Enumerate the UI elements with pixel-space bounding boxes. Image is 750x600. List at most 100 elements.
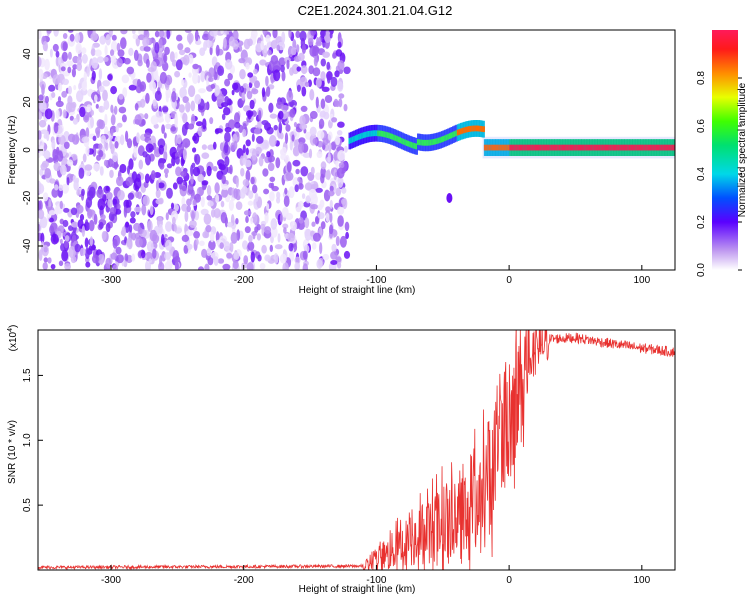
spectrogram-cell xyxy=(344,221,350,232)
spectrogram-cell xyxy=(250,176,255,185)
spectrogram-band-core xyxy=(569,144,573,151)
spectrogram-band-core xyxy=(515,144,519,151)
spectrogram-cell xyxy=(94,94,98,102)
spectrogram-cell xyxy=(320,173,325,184)
spectrogram-band-core xyxy=(475,125,479,132)
spectrogram-band-core xyxy=(364,131,368,138)
spectrogram-cell xyxy=(105,222,111,233)
spectrogram-band-core xyxy=(431,139,434,146)
spectrogram-cell xyxy=(310,30,316,36)
spectrogram-band-core xyxy=(644,144,648,151)
spectrogram-cell xyxy=(210,83,216,89)
spectrogram-cell xyxy=(224,141,229,154)
spectrogram-cell xyxy=(247,72,254,78)
spectrogram-cell xyxy=(114,105,118,115)
spectrogram-cell xyxy=(329,199,333,209)
spectrogram-band-core xyxy=(595,144,598,151)
spectrogram-band-core xyxy=(394,135,398,141)
spectrogram-cell xyxy=(157,117,165,123)
spectrogram-cell xyxy=(182,112,188,124)
spectrogram-y-axis-title: Frequency (Hz) xyxy=(7,116,18,185)
spectrogram-cell xyxy=(165,239,172,251)
spectrogram-cell xyxy=(187,243,193,250)
spectrogram-band-core xyxy=(359,133,363,140)
colorbar-tick-label: 0.2 xyxy=(696,215,707,229)
spectrogram-cell xyxy=(224,241,231,252)
spectrogram-cell xyxy=(242,179,250,187)
spectrogram-cell xyxy=(192,63,199,70)
spectrogram-band-core xyxy=(463,127,466,134)
spectrogram-cell xyxy=(311,183,319,190)
spectrogram-cell xyxy=(312,67,321,77)
spectrogram-cell xyxy=(182,54,190,66)
spectrogram-cell xyxy=(188,72,192,78)
spectrogram-band-core xyxy=(501,144,504,151)
spectrogram-cell xyxy=(71,68,76,78)
spectrogram-cell xyxy=(208,67,215,78)
spectrogram-cell xyxy=(114,141,119,149)
spectrogram-cell xyxy=(115,125,119,133)
spectrogram-band-core xyxy=(480,126,484,132)
spectrogram-cell xyxy=(322,138,329,146)
spectrogram-cell xyxy=(344,145,348,153)
spectrogram-cell xyxy=(269,244,273,252)
spectrogram-cell xyxy=(320,30,326,38)
spectrogram-band-core xyxy=(571,144,575,151)
spectrogram-cell xyxy=(96,119,104,129)
spectrogram-cell xyxy=(215,193,220,204)
spectrogram-cell xyxy=(139,98,146,108)
spectrogram-cell xyxy=(269,113,278,119)
spectrogram-cell xyxy=(128,47,134,57)
spectrogram-cell xyxy=(224,127,232,133)
spectrogram-cell xyxy=(304,228,312,241)
spectrogram-cell xyxy=(150,61,157,72)
spectrogram-cell xyxy=(176,176,184,185)
spectrogram-cell xyxy=(62,109,67,119)
snr-y-axis-title: SNR (10 * v/v) xyxy=(7,420,18,484)
spectrogram-band-core xyxy=(456,129,460,136)
spectrogram-cell xyxy=(288,30,292,39)
spectrogram-cell xyxy=(269,176,276,182)
spectrogram-cell xyxy=(201,180,209,186)
spectrogram-cell xyxy=(329,32,333,39)
spectrogram-cell xyxy=(150,170,156,181)
spectrogram-cell xyxy=(285,124,291,132)
spectrogram-cell xyxy=(328,190,335,197)
spectrogram-band-core xyxy=(520,144,524,151)
spectrogram-cell xyxy=(252,184,258,194)
spectrogram-cell xyxy=(128,84,137,91)
spectrogram-cell xyxy=(335,65,340,72)
spectrogram-cell xyxy=(171,91,177,103)
spectrogram-band-core xyxy=(590,144,594,151)
spectrogram-cell xyxy=(319,110,327,118)
spectrogram-cell xyxy=(48,210,56,216)
spectrogram-cell xyxy=(92,145,97,157)
spectrogram-band-core xyxy=(356,134,360,141)
spectrogram-cell xyxy=(105,141,109,151)
spectrogram-cell xyxy=(284,187,288,195)
spectrogram-cell xyxy=(291,63,300,75)
spectrogram-band-core xyxy=(630,144,633,151)
spectrogram-cell xyxy=(98,221,104,230)
spectrogram-cell xyxy=(214,85,220,96)
spectrogram-cell xyxy=(327,152,331,165)
spectrogram-cell xyxy=(191,210,195,222)
spectrogram-cell xyxy=(141,119,146,126)
spectrogram-cell xyxy=(312,45,319,57)
spectrogram-cell xyxy=(42,192,49,202)
spectrogram-cell xyxy=(67,85,72,95)
spectrogram-cell xyxy=(92,42,100,48)
spectrogram-cell xyxy=(112,238,118,249)
spectrogram-band-core xyxy=(625,144,629,151)
spectrogram-band-halo xyxy=(482,136,675,159)
spectrogram-cell xyxy=(197,174,205,183)
spectrogram-cell xyxy=(343,66,351,75)
spectrogram-cell xyxy=(225,59,233,70)
spectrogram-cell xyxy=(246,262,254,270)
snr-frame xyxy=(37,329,676,571)
spectrogram-cell xyxy=(197,126,203,137)
spectrogram-cell xyxy=(227,72,233,81)
spectrogram-band-core xyxy=(397,136,401,143)
spectrogram-cell xyxy=(223,107,231,116)
